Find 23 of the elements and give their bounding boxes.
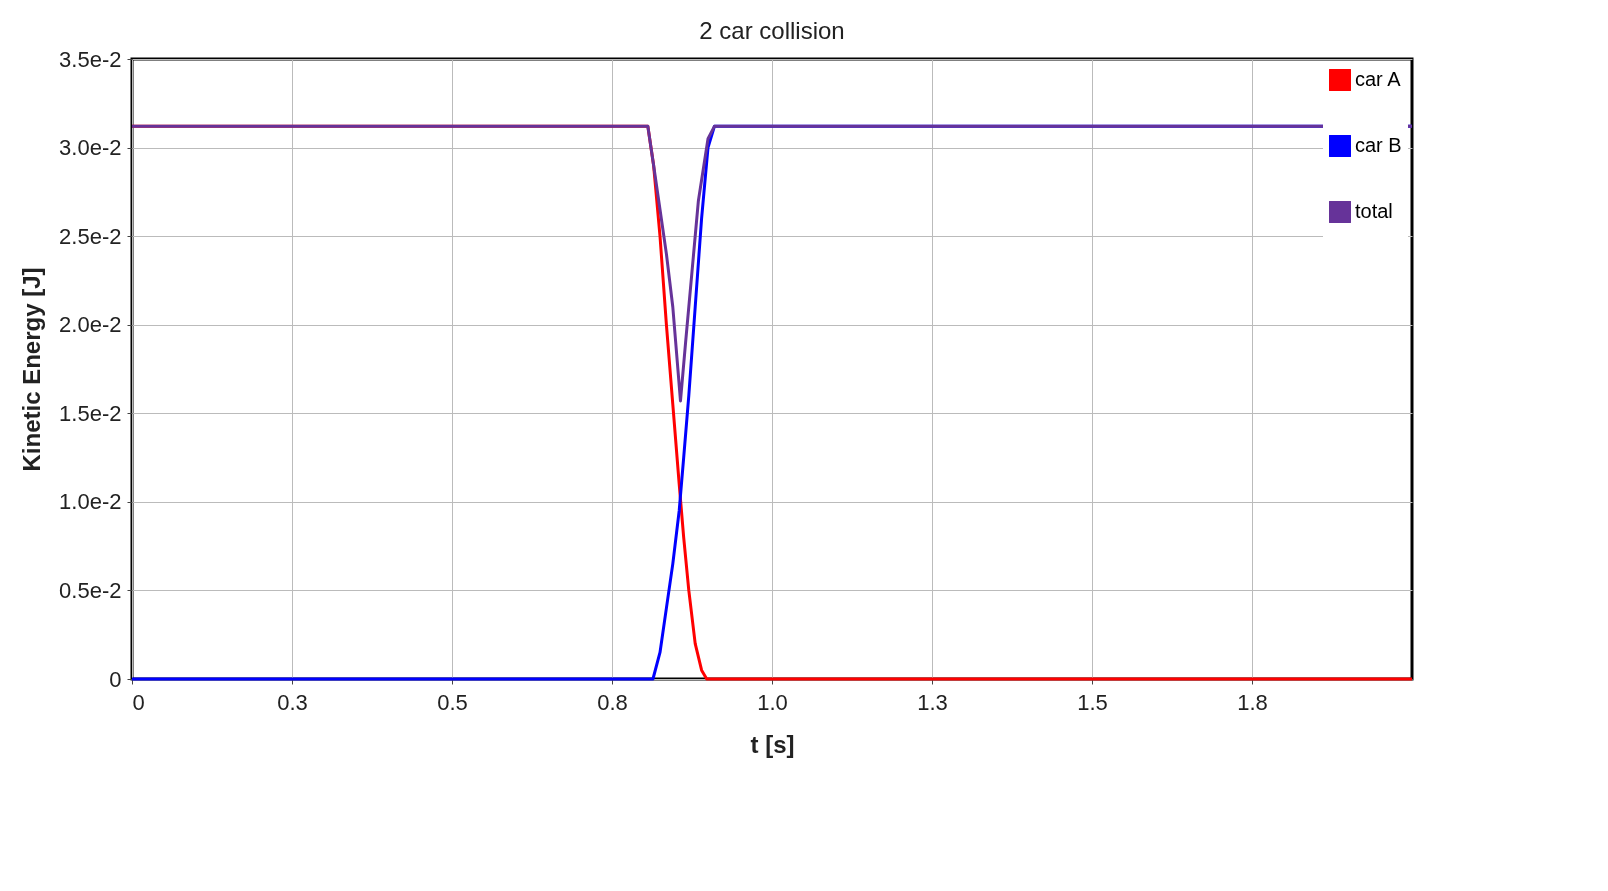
y-tick-label: 0 xyxy=(109,666,122,692)
y-tick-label: 0.5e-2 xyxy=(59,577,122,603)
x-tick-label: 1.3 xyxy=(917,689,948,715)
chart-title: 2 car collision xyxy=(699,17,845,44)
y-tick-label: 1.0e-2 xyxy=(59,489,122,515)
y-tick-label: 1.5e-2 xyxy=(59,400,122,426)
x-axis-title: t [s] xyxy=(750,730,795,758)
y-tick-label: 2.0e-2 xyxy=(59,312,122,338)
y-tick-label: 3.0e-2 xyxy=(59,135,122,161)
x-tick-label: 1.5 xyxy=(1077,689,1108,715)
legend-label: total xyxy=(1355,200,1393,222)
x-tick-label: 0.3 xyxy=(277,689,308,715)
y-axis-title: Kinetic Energy [J] xyxy=(18,267,46,472)
x-tick-label: 0.5 xyxy=(437,689,468,715)
x-tick-label: 1.8 xyxy=(1237,689,1268,715)
y-tick-label: 3.5e-2 xyxy=(59,46,122,72)
x-tick-label: 0 xyxy=(132,689,145,715)
legend-label: car A xyxy=(1355,68,1402,90)
y-tick-label: 2.5e-2 xyxy=(59,223,122,249)
x-tick-label: 0.8 xyxy=(597,689,628,715)
line-series xyxy=(130,124,1414,403)
legend-label: car B xyxy=(1355,134,1402,156)
x-tick-label: 1.0 xyxy=(757,689,788,715)
